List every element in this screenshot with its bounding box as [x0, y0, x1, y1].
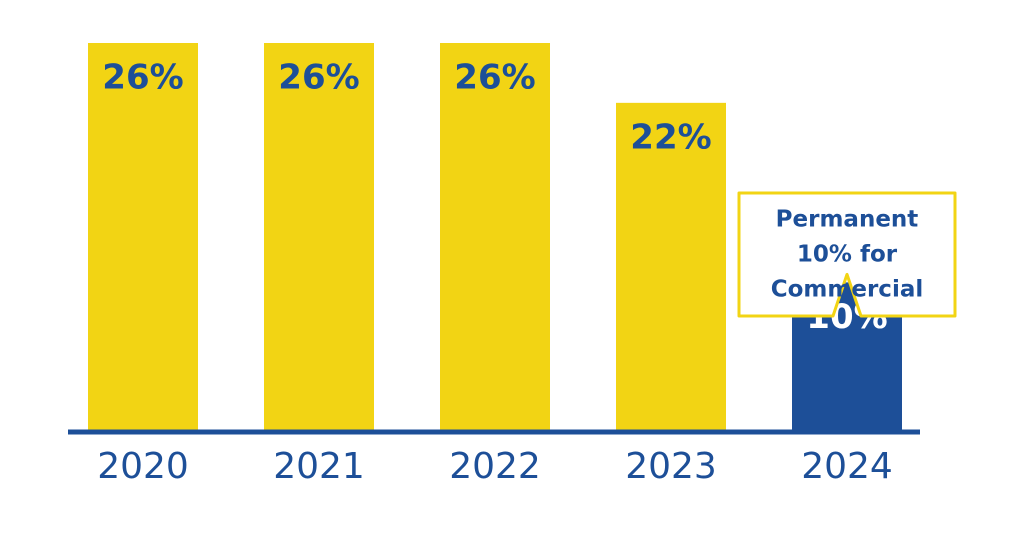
callout-text: Commercial [771, 277, 923, 303]
callout-text: Permanent [776, 207, 919, 233]
callout-box [737, 191, 957, 318]
value-label: 26% [278, 58, 359, 98]
callout-text: 10% for [797, 242, 898, 268]
bar [264, 43, 374, 432]
value-label: 26% [454, 58, 535, 98]
bar [440, 43, 550, 432]
value-label: 26% [102, 58, 183, 98]
x-tick-label: 2021 [273, 446, 365, 487]
x-tick-label: 2020 [97, 446, 189, 487]
x-tick-label: 2024 [801, 446, 893, 487]
x-tick-label: 2023 [625, 446, 717, 487]
value-label: 22% [630, 117, 711, 157]
x-tick-label: 2022 [449, 446, 541, 487]
bar [616, 102, 726, 432]
bar [88, 43, 198, 432]
